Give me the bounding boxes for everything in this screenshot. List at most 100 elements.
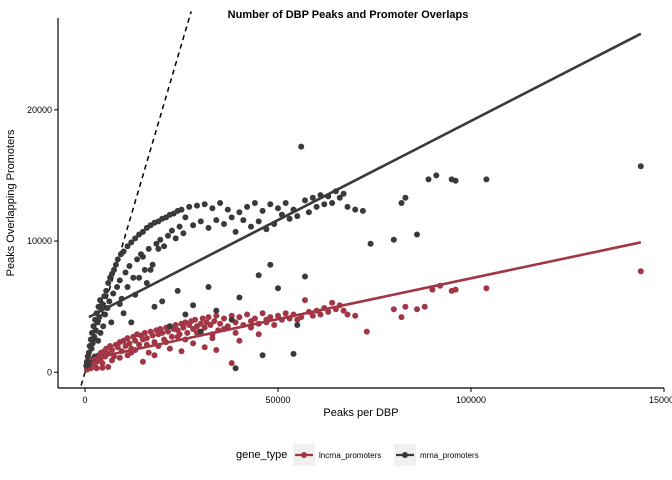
x-axis-label: Peaks per DBP bbox=[323, 407, 398, 419]
data-point-mrna bbox=[111, 266, 117, 273]
legend-key-lncrna-point bbox=[301, 452, 307, 458]
data-point-lncrna bbox=[136, 341, 143, 348]
data-point-mrna bbox=[120, 248, 127, 255]
series-lncrna bbox=[83, 268, 644, 373]
data-point-mrna bbox=[201, 201, 208, 208]
data-point-lncrna bbox=[213, 312, 220, 319]
data-point-mrna bbox=[190, 222, 197, 229]
data-point-mrna bbox=[132, 235, 139, 242]
points-layer bbox=[83, 143, 644, 373]
data-point-mrna bbox=[637, 163, 644, 170]
data-point-mrna bbox=[228, 316, 235, 323]
data-point-mrna bbox=[139, 253, 146, 260]
data-point-mrna bbox=[166, 323, 173, 330]
data-point-lncrna bbox=[207, 322, 214, 328]
data-point-mrna bbox=[136, 274, 143, 281]
data-point-mrna bbox=[275, 205, 281, 212]
data-point-lncrna bbox=[132, 337, 139, 344]
data-point-mrna bbox=[157, 236, 164, 243]
y-axis-label: Peaks Overlapping Promoters bbox=[5, 129, 17, 276]
data-point-mrna bbox=[165, 232, 171, 239]
data-point-mrna bbox=[122, 269, 129, 276]
data-point-lncrna bbox=[251, 315, 258, 322]
data-point-lncrna bbox=[363, 328, 370, 335]
plot-area bbox=[80, 11, 644, 386]
data-point-mrna bbox=[259, 207, 266, 214]
data-point-lncrna bbox=[414, 306, 420, 313]
data-point-mrna bbox=[359, 207, 366, 214]
data-point-lncrna bbox=[192, 316, 198, 323]
data-point-mrna bbox=[106, 298, 113, 305]
data-point-mrna bbox=[309, 194, 316, 201]
data-point-lncrna bbox=[201, 324, 208, 331]
data-point-mrna bbox=[149, 261, 156, 268]
data-point-lncrna bbox=[184, 329, 191, 336]
data-point-lncrna bbox=[126, 340, 133, 347]
data-point-lncrna bbox=[317, 311, 324, 318]
data-point-mrna bbox=[228, 214, 235, 221]
data-point-mrna bbox=[101, 293, 108, 300]
fit-line-mrna bbox=[88, 32, 642, 319]
data-point-mrna bbox=[232, 228, 239, 235]
data-point-lncrna bbox=[105, 364, 112, 370]
data-point-lncrna bbox=[228, 360, 235, 367]
data-point-mrna bbox=[251, 200, 258, 206]
legend-title: gene_type bbox=[236, 449, 287, 461]
data-point-mrna bbox=[248, 223, 254, 230]
data-point-lncrna bbox=[99, 364, 106, 371]
x-tick-label: 0 bbox=[83, 395, 88, 405]
y-axis-ticks: 0 10000 20000 bbox=[27, 105, 58, 377]
data-point-mrna bbox=[94, 319, 101, 326]
data-point-lncrna bbox=[124, 335, 131, 342]
data-point-mrna bbox=[294, 213, 301, 220]
data-point-lncrna bbox=[141, 329, 148, 336]
data-point-mrna bbox=[112, 261, 119, 268]
data-point-mrna bbox=[182, 214, 189, 221]
data-point-lncrna bbox=[421, 303, 428, 310]
data-point-mrna bbox=[147, 266, 154, 273]
data-point-lncrna bbox=[205, 314, 212, 321]
data-point-lncrna bbox=[352, 312, 359, 319]
data-point-mrna bbox=[205, 224, 212, 231]
y-tick-label: 0 bbox=[47, 367, 52, 377]
data-point-mrna bbox=[190, 302, 197, 309]
data-point-mrna bbox=[340, 190, 347, 197]
data-point-mrna bbox=[433, 172, 440, 179]
data-point-mrna bbox=[97, 329, 104, 336]
data-point-mrna bbox=[197, 218, 204, 225]
data-point-mrna bbox=[224, 206, 231, 213]
data-point-mrna bbox=[290, 350, 297, 357]
legend: gene_type lncrna_promoters mrna_promoter… bbox=[236, 444, 479, 466]
data-point-mrna bbox=[244, 203, 251, 210]
data-point-mrna bbox=[483, 176, 490, 183]
data-point-lncrna bbox=[199, 315, 206, 322]
data-point-mrna bbox=[255, 218, 262, 225]
data-point-mrna bbox=[178, 206, 185, 213]
data-point-lncrna bbox=[109, 357, 115, 364]
data-point-lncrna bbox=[452, 286, 459, 293]
data-point-mrna bbox=[124, 284, 131, 290]
data-point-lncrna bbox=[209, 335, 216, 342]
data-point-mrna bbox=[209, 205, 216, 212]
data-point-mrna bbox=[302, 197, 308, 204]
data-point-mrna bbox=[213, 217, 220, 224]
data-point-mrna bbox=[92, 327, 99, 334]
data-point-mrna bbox=[155, 245, 162, 252]
data-point-lncrna bbox=[309, 312, 316, 319]
data-point-mrna bbox=[367, 240, 374, 247]
legend-label-mrna: mrna_promoters bbox=[420, 451, 479, 460]
x-tick-label: 50000 bbox=[265, 395, 290, 405]
data-point-lncrna bbox=[116, 354, 123, 361]
y-tick-label: 10000 bbox=[27, 236, 52, 246]
data-point-mrna bbox=[91, 333, 98, 340]
data-point-lncrna bbox=[232, 329, 239, 336]
data-point-mrna bbox=[126, 263, 133, 269]
data-point-mrna bbox=[236, 294, 243, 301]
data-point-mrna bbox=[205, 284, 212, 290]
series-mrna bbox=[83, 143, 644, 372]
fit-lines-layer bbox=[88, 32, 642, 361]
data-point-mrna bbox=[232, 365, 239, 372]
data-point-lncrna bbox=[109, 347, 115, 353]
data-point-mrna bbox=[259, 352, 266, 359]
data-point-mrna bbox=[128, 319, 135, 326]
